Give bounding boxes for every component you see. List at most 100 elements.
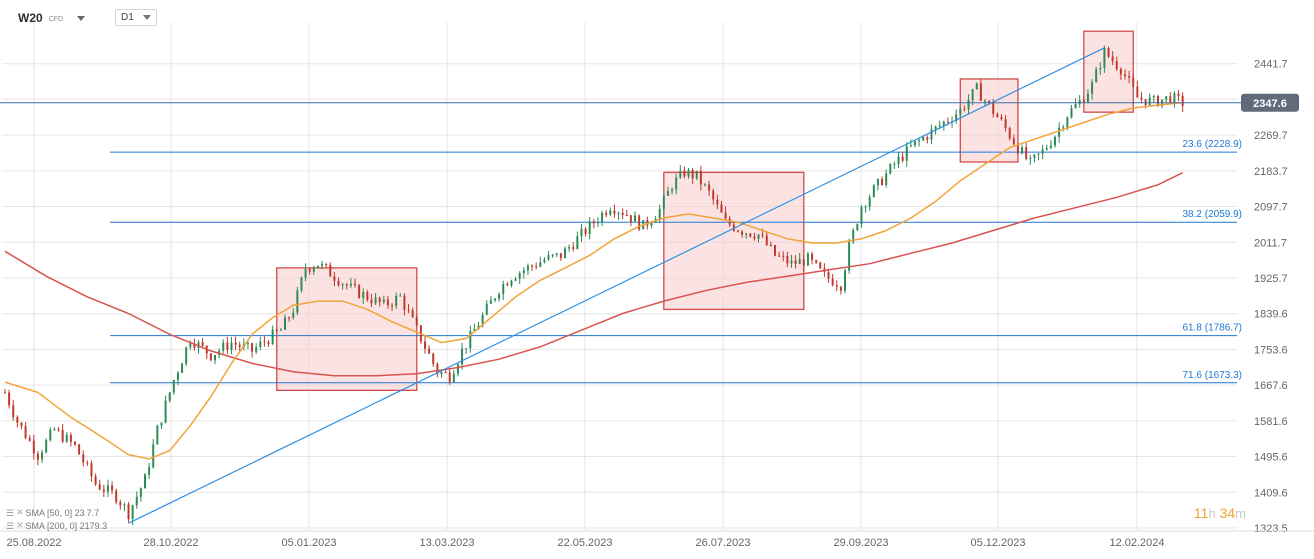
candle-body	[629, 215, 632, 222]
candle-body	[864, 206, 867, 208]
candle-body	[119, 502, 122, 506]
candle-body	[584, 228, 587, 234]
candle-body	[469, 330, 472, 349]
candle-body	[1144, 99, 1147, 106]
candle-body	[967, 100, 970, 109]
x-tick-label: 22.05.2023	[557, 537, 612, 549]
candle-body	[901, 156, 904, 161]
candle-body	[774, 245, 776, 256]
candle-countdown: 11h 34m	[1194, 505, 1246, 521]
trendline	[128, 47, 1105, 524]
candle-body	[679, 170, 682, 178]
candle-body	[160, 422, 163, 426]
candle-body	[992, 102, 995, 115]
timeframe-selector[interactable]: D1	[115, 9, 157, 26]
candle-body	[164, 400, 167, 423]
y-tick-label: 1839.6	[1254, 309, 1288, 321]
candle-body	[481, 314, 484, 326]
fibonacci-label: 23.6 (2228.9)	[1183, 139, 1243, 150]
candle-body	[32, 440, 35, 454]
candle-body	[720, 204, 723, 213]
candle-body	[300, 277, 303, 291]
candle-body	[909, 145, 912, 147]
candle-body	[1016, 144, 1019, 154]
candle-body	[1000, 117, 1003, 120]
candle-body	[979, 83, 982, 101]
settings-icon[interactable]: ☰	[6, 520, 15, 531]
candle-body	[391, 305, 394, 307]
candle-body	[156, 425, 159, 445]
indicator-sma200[interactable]: ☰ ✕ SMA [200, 0] 2179.3	[6, 520, 107, 531]
candle-body	[876, 178, 879, 186]
candle-body	[736, 230, 739, 232]
timer-hours: 11	[1193, 505, 1209, 521]
candle-body	[963, 108, 966, 110]
candle-body	[551, 254, 554, 256]
candle-body	[741, 231, 744, 235]
current-price-label: 2347.6	[1253, 98, 1287, 110]
x-tick-label: 05.12.2023	[970, 537, 1025, 549]
candle-body	[988, 100, 991, 103]
candle-body	[613, 210, 616, 214]
candle-body	[580, 228, 583, 237]
candle-body	[1152, 96, 1155, 98]
candle-body	[1091, 82, 1094, 94]
y-tick-label: 1323.5	[1254, 523, 1288, 535]
candle-body	[666, 191, 669, 196]
candle-body	[522, 270, 525, 274]
candle-body	[786, 255, 789, 264]
candle-body	[115, 490, 118, 503]
indicator-sma200-label: SMA [200, 0] 2179.3	[25, 520, 108, 531]
candle-body	[230, 342, 233, 350]
chevron-down-icon[interactable]	[77, 15, 86, 21]
candle-body	[456, 364, 459, 374]
close-icon[interactable]: ✕	[16, 520, 24, 530]
candle-body	[53, 429, 56, 431]
close-icon[interactable]: ✕	[16, 507, 24, 517]
candle-body	[74, 441, 76, 445]
candle-body	[601, 212, 604, 223]
candle-body	[370, 299, 373, 304]
candle-body	[485, 303, 488, 315]
x-tick-label: 25.08.2022	[6, 537, 61, 549]
candle-body	[267, 342, 270, 345]
indicator-sma50-label: SMA [50, 0] 23	[25, 507, 85, 518]
x-tick-label: 26.07.2023	[695, 537, 750, 549]
indicator-sma50[interactable]: ☰ ✕ SMA [50, 0] 23 7.7	[6, 507, 99, 518]
candle-body	[704, 184, 706, 186]
candle-body	[1124, 74, 1126, 77]
candle-body	[36, 453, 39, 460]
candle-body	[329, 264, 332, 277]
x-tick-label: 05.01.2023	[281, 537, 336, 549]
candle-body	[658, 208, 661, 219]
candle-body	[835, 285, 838, 287]
candle-body	[1045, 147, 1048, 150]
candle-body	[1128, 76, 1131, 78]
candle-body	[251, 343, 254, 352]
candle-body	[769, 245, 772, 247]
candle-body	[1095, 69, 1098, 83]
fibonacci-label: 61.8 (1786.7)	[1183, 323, 1243, 334]
y-tick-label: 1581.6	[1254, 416, 1288, 428]
candle-body	[662, 195, 665, 209]
candle-body	[1181, 95, 1184, 106]
candle-body	[436, 363, 439, 375]
candle-body	[415, 317, 418, 326]
candle-body	[1111, 56, 1114, 62]
candle-body	[695, 170, 698, 179]
candle-body	[753, 236, 756, 239]
candle-body	[625, 215, 628, 217]
candle-body	[432, 353, 435, 364]
candle-body	[275, 329, 278, 331]
candle-body	[592, 221, 595, 224]
candle-body	[139, 488, 142, 497]
candle-body	[1082, 100, 1085, 103]
settings-icon[interactable]: ☰	[6, 507, 15, 518]
y-tick-label: 1495.6	[1254, 452, 1288, 464]
symbol-selector[interactable]: W20 CFD	[18, 9, 86, 27]
fibonacci-label: 71.6 (1673.3)	[1183, 370, 1243, 381]
candle-body	[559, 253, 562, 259]
fibonacci-label: 38.2 (2059.9)	[1183, 209, 1243, 220]
candle-body	[1099, 67, 1102, 70]
